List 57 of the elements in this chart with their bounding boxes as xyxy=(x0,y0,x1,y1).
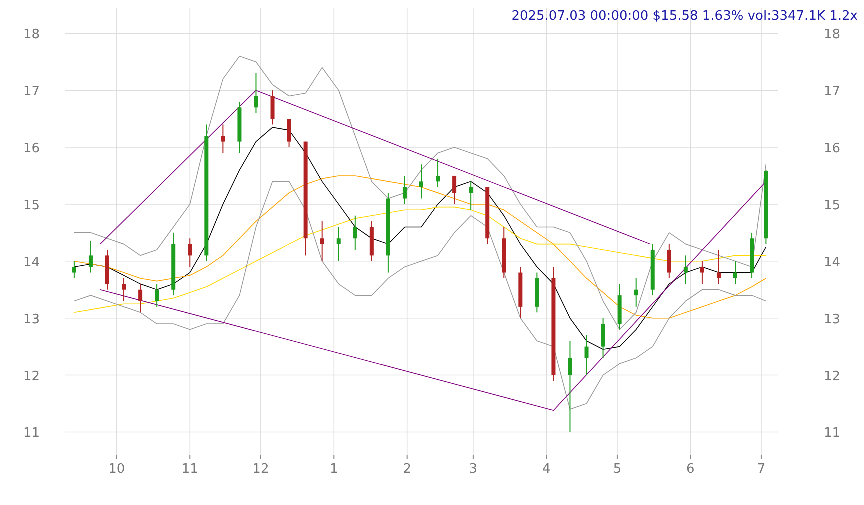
x-tick-label: 7 xyxy=(757,462,766,477)
candlestick xyxy=(584,334,589,376)
y-tick-label: 14 xyxy=(23,255,40,270)
candlestick xyxy=(320,221,324,262)
y-tick-label: 12 xyxy=(23,369,40,384)
candlestick xyxy=(72,260,76,279)
candlestick xyxy=(601,318,606,359)
x-tick-label: 1 xyxy=(330,462,338,477)
y-tick-label: 13 xyxy=(23,312,40,328)
x-tick-label: 6 xyxy=(686,462,695,477)
candlestick xyxy=(270,90,275,126)
y2-tick-label: 13 xyxy=(824,312,841,328)
candlestick xyxy=(402,175,407,205)
candlestick xyxy=(188,238,192,268)
candlestick xyxy=(716,250,721,285)
y2-tick-label: 17 xyxy=(824,84,841,100)
candlestick xyxy=(254,72,258,114)
candlestick xyxy=(353,215,358,251)
candlestick xyxy=(88,240,93,274)
candlestick xyxy=(436,158,440,188)
chart-title: 2025.07.03 00:00:00 $15.58 1.63% vol:3347.1K 1.2x xyxy=(512,9,858,24)
y2-tick-label: 18 xyxy=(824,28,841,43)
line-series xyxy=(74,176,767,319)
x-tick-label: 5 xyxy=(613,462,622,477)
y2-tick-label: 12 xyxy=(824,369,841,384)
candlestick xyxy=(336,226,341,262)
candlestick xyxy=(684,255,688,285)
candlestick xyxy=(420,164,424,200)
candlestick xyxy=(138,284,143,314)
candlestick xyxy=(287,118,292,148)
x-tick-label: 3 xyxy=(469,462,478,477)
candlestick xyxy=(634,278,638,308)
y-tick-label: 15 xyxy=(23,198,40,214)
y-tick-label: 17 xyxy=(23,84,40,100)
y2-tick-label: 15 xyxy=(824,198,841,214)
candlestick xyxy=(568,340,572,433)
x-tick-label: 4 xyxy=(542,462,551,477)
y-tick-label: 11 xyxy=(23,426,40,442)
candlestick xyxy=(469,181,474,211)
y2-tick-label: 16 xyxy=(824,142,841,157)
candlestick xyxy=(667,244,672,279)
y2-tick-label: 14 xyxy=(824,255,841,270)
x-tick-label: 12 xyxy=(252,462,270,477)
line-series xyxy=(74,206,767,314)
x-tick-label: 10 xyxy=(108,462,126,477)
candlestick xyxy=(734,260,738,285)
line-series xyxy=(74,56,767,330)
y2-tick-label: 11 xyxy=(824,426,841,442)
y-tick-label: 18 xyxy=(23,28,40,43)
x-tick-label: 11 xyxy=(182,462,198,477)
y-tick-label: 16 xyxy=(23,142,40,157)
candlestick xyxy=(221,124,226,154)
candlestick xyxy=(122,278,126,302)
candlestick xyxy=(700,260,704,285)
x-tick-label: 2 xyxy=(403,462,412,477)
candlestick xyxy=(452,175,457,205)
candlestick xyxy=(155,284,160,308)
